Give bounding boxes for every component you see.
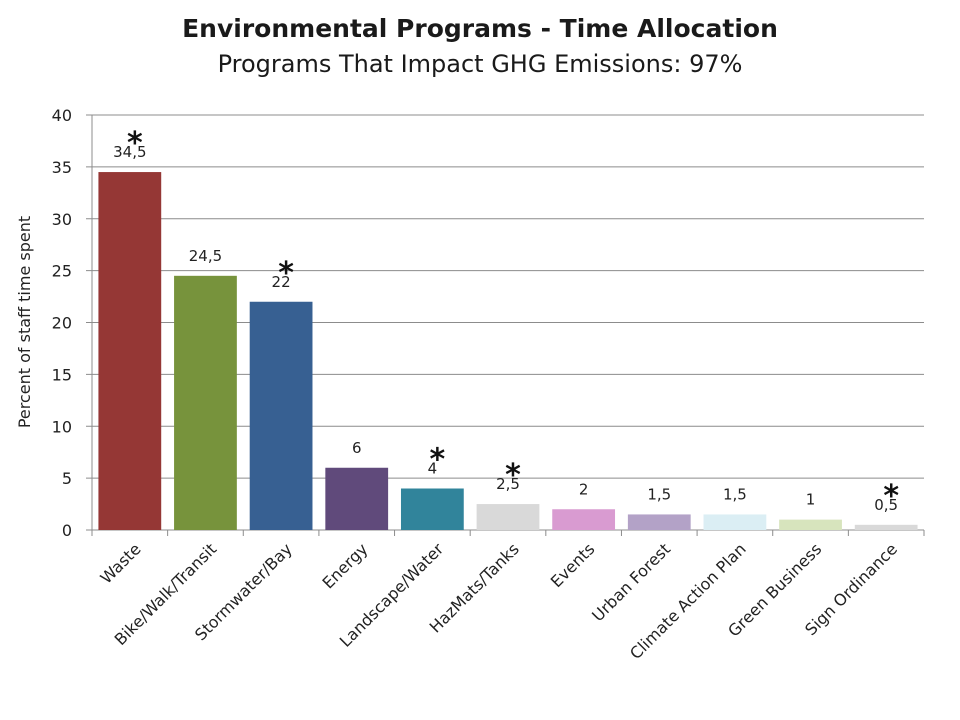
data-label: 2,5	[496, 475, 520, 493]
bar	[779, 519, 842, 530]
data-label: 0,5	[874, 496, 898, 514]
data-label: 1	[806, 491, 816, 509]
data-label: 4	[428, 460, 438, 478]
data-label: 1,5	[723, 485, 747, 503]
y-axis-label: Percent of staff time spent	[15, 216, 34, 428]
data-label: 22	[272, 273, 291, 291]
y-tick-label: 0	[62, 521, 72, 540]
bar	[249, 301, 313, 530]
y-tick-labels: 0 5 10 15 20 25 30 35 40	[52, 106, 72, 540]
category-label: Urban Forest	[588, 539, 674, 625]
y-tick-label: 20	[52, 314, 72, 333]
value-labels: 34,5 24,5 22 6 4 2,5 2 1,5 1,5 1 0,5	[113, 143, 898, 514]
star-markers: * * * * *	[127, 126, 899, 514]
star-marker: *	[883, 479, 899, 514]
bar	[98, 172, 162, 530]
star-marker: *	[430, 443, 446, 478]
bar	[476, 504, 540, 530]
category-label: Energy	[319, 539, 372, 592]
y-tick-label: 10	[52, 417, 72, 436]
data-label: 6	[352, 439, 362, 457]
chart-title: Environmental Programs - Time Allocation	[182, 14, 778, 43]
data-label: 34,5	[113, 143, 146, 161]
bar	[703, 514, 767, 530]
category-label: Events	[547, 539, 599, 591]
bar	[627, 514, 691, 530]
bars	[98, 172, 918, 530]
chart-subtitle: Programs That Impact GHG Emissions: 97%	[217, 50, 743, 78]
data-label: 2	[579, 480, 589, 498]
bar	[325, 467, 389, 530]
category-label: Waste	[97, 539, 145, 587]
y-tick-label: 15	[52, 365, 72, 384]
y-tick-label: 40	[52, 106, 72, 125]
bar	[174, 275, 237, 530]
bar	[552, 509, 616, 530]
y-tick-label: 5	[62, 469, 72, 488]
star-marker: *	[505, 458, 521, 493]
data-label: 24,5	[189, 247, 222, 265]
star-marker: *	[278, 256, 294, 291]
bar	[854, 524, 918, 530]
y-tick-label: 25	[52, 262, 72, 281]
y-tick-label: 35	[52, 158, 72, 177]
gridlines	[92, 114, 924, 479]
y-tick-label: 30	[52, 210, 72, 229]
star-marker: *	[127, 126, 143, 161]
data-label: 1,5	[647, 485, 671, 503]
bar	[400, 488, 464, 530]
